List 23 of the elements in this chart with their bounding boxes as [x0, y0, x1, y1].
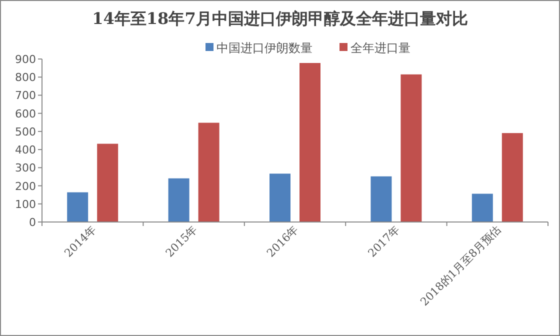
y-tick-label: 300 — [15, 162, 36, 175]
chart-title: 14年至18年7月中国进口伊朗甲醇及全年进口量对比 — [92, 9, 468, 28]
y-tick-label: 600 — [15, 107, 36, 120]
legend-label: 中国进口伊朗数量 — [216, 41, 312, 55]
y-tick-label: 400 — [15, 144, 36, 157]
bar — [270, 174, 290, 222]
bar — [300, 62, 320, 222]
y-tick-label: 0 — [29, 216, 36, 229]
bar — [370, 176, 392, 222]
bar — [502, 133, 523, 222]
bar — [168, 178, 190, 222]
y-tick-label: 900 — [15, 53, 36, 66]
y-tick-label: 800 — [15, 71, 36, 84]
y-tick-label: 500 — [15, 125, 36, 138]
bar — [472, 194, 493, 222]
y-tick-label: 200 — [15, 180, 36, 193]
bar — [67, 192, 88, 222]
bar — [400, 74, 422, 222]
bar — [198, 122, 220, 222]
y-tick-label: 700 — [15, 89, 36, 102]
legend-label: 全年进口量 — [350, 41, 410, 55]
y-tick-label: 100 — [15, 198, 36, 211]
bar — [97, 144, 118, 222]
